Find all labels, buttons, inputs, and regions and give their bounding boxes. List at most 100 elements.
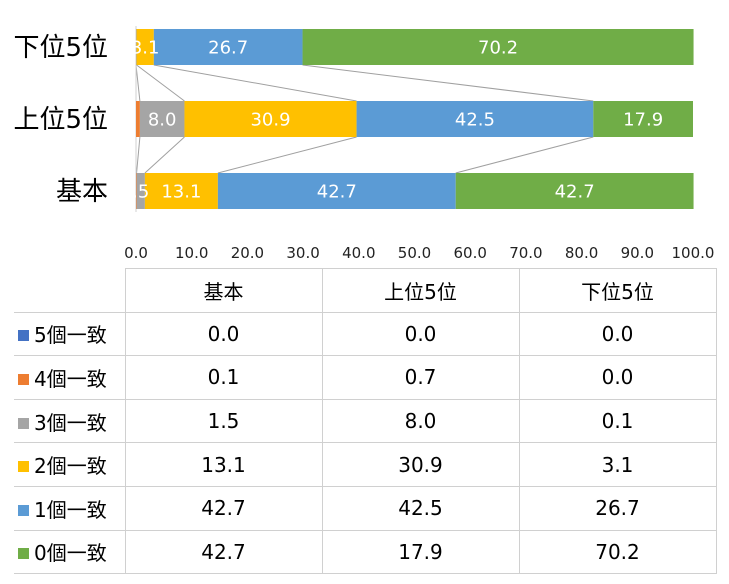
table-row: 5個一致 0.0 0.0 0.0 xyxy=(14,311,717,357)
data-table: 基本 上位5位 下位5位 5個一致 0.0 0.0 0.0 4個一致 0.1 0… xyxy=(14,268,717,575)
data-label: 70.2 xyxy=(478,38,518,59)
bar-segment xyxy=(144,173,218,209)
table-cell: 30.9 xyxy=(321,442,520,487)
tick-label: 100.0 xyxy=(672,244,715,262)
table-cell: 1.5 xyxy=(124,398,323,444)
legend-key-icon xyxy=(18,373,29,385)
series-line xyxy=(217,136,357,174)
bar-segment xyxy=(302,29,694,65)
bar-segment xyxy=(139,101,185,137)
row-label: 0個一致 xyxy=(34,541,107,566)
bar-segment xyxy=(136,101,140,137)
table-corner-cell xyxy=(14,268,126,313)
x-axis-tick-labels: 0.0 10.0 20.0 30.0 40.0 50.0 60.0 70.0 80.0 90.0 1… xyxy=(124,244,714,262)
table-cell: 0.0 xyxy=(518,311,717,357)
row-label: 2個一致 xyxy=(34,454,107,479)
data-label: 42.5 xyxy=(455,110,495,131)
category-label: 下位5位 xyxy=(13,33,108,63)
series-line xyxy=(153,64,357,102)
table-cell: 0.0 xyxy=(321,311,520,357)
tick-label: 10.0 xyxy=(175,244,208,262)
bar-segment xyxy=(217,173,456,209)
table-cell: 42.7 xyxy=(124,529,323,575)
row-header: 3個一致 xyxy=(14,398,126,444)
legend-key-icon xyxy=(18,330,29,342)
table-cell: 0.0 xyxy=(518,355,717,400)
segment-labels: 3.1 26.7 70.2 8.0 30.9 42.5 17.9 .5 13.1 42.7 42.7 xyxy=(131,38,663,203)
tick-label: 0.0 xyxy=(124,244,148,262)
series-line xyxy=(135,64,141,102)
column-header-bottom5: 下位5位 xyxy=(518,268,717,313)
series-line xyxy=(144,136,185,174)
table-row: 1個一致 42.7 42.5 26.7 xyxy=(14,485,717,531)
bar-segment xyxy=(356,101,594,137)
data-label: 30.9 xyxy=(250,110,290,131)
bar-segment xyxy=(136,173,137,209)
table-cell: 0.1 xyxy=(124,355,323,400)
row-header: 4個一致 xyxy=(14,355,126,400)
bar-segment xyxy=(593,101,693,137)
table-cell: 42.5 xyxy=(321,485,520,531)
bar-segment xyxy=(184,101,357,137)
row-header: 5個一致 xyxy=(14,311,126,357)
table-row: 4個一致 0.1 0.7 0.0 xyxy=(14,355,717,400)
bar-segment xyxy=(136,29,137,65)
table-cell: 8.0 xyxy=(321,398,520,444)
series-line xyxy=(136,136,141,174)
bar-segment xyxy=(136,29,154,65)
row-header: 0個一致 xyxy=(14,529,126,575)
category-label: 上位5位 xyxy=(13,105,108,135)
bar-group xyxy=(136,29,694,209)
data-label: 3.1 xyxy=(131,38,160,59)
legend-key-icon xyxy=(18,548,29,560)
legend-key-icon xyxy=(18,461,29,473)
table-cell: 0.0 xyxy=(124,311,323,357)
series-line xyxy=(302,64,594,102)
bar-segment xyxy=(153,29,303,65)
tick-label: 20.0 xyxy=(231,244,264,262)
tick-label: 70.0 xyxy=(509,244,542,262)
data-label: 42.7 xyxy=(555,182,595,203)
column-header-top5: 上位5位 xyxy=(321,268,520,313)
bar-segment xyxy=(136,173,145,209)
table-row: 0個一致 42.7 17.9 70.2 xyxy=(14,529,717,575)
table-cell: 26.7 xyxy=(518,485,717,531)
table-header-row: 基本 上位5位 下位5位 xyxy=(14,268,717,313)
table-cell: 3.1 xyxy=(518,442,717,487)
tick-label: 60.0 xyxy=(453,244,486,262)
row-label: 1個一致 xyxy=(34,497,107,522)
legend-key-icon xyxy=(18,417,29,429)
data-label: 17.9 xyxy=(623,110,663,131)
column-header-basic: 基本 xyxy=(124,268,323,313)
row-header: 2個一致 xyxy=(14,442,126,487)
table-cell: 42.7 xyxy=(124,485,323,531)
data-label: 26.7 xyxy=(208,38,248,59)
data-label: 8.0 xyxy=(148,110,177,131)
tick-label: 80.0 xyxy=(565,244,598,262)
table-cell: 13.1 xyxy=(124,442,323,487)
category-label: 基本 xyxy=(56,177,108,207)
table-cell: 0.1 xyxy=(518,398,717,444)
table-cell: 0.7 xyxy=(321,355,520,400)
series-line xyxy=(455,136,594,174)
tick-label: 50.0 xyxy=(398,244,431,262)
row-label: 3個一致 xyxy=(34,410,107,435)
tick-label: 90.0 xyxy=(621,244,654,262)
stacked-bar-chart: 3.1 26.7 70.2 8.0 30.9 42.5 17.9 .5 13.1 42.7 42.7… xyxy=(13,26,714,262)
legend-key-icon xyxy=(18,504,29,516)
tick-label: 30.0 xyxy=(286,244,319,262)
data-label: 42.7 xyxy=(317,182,357,203)
row-label: 5個一致 xyxy=(34,323,107,348)
data-label: .5 xyxy=(132,182,149,203)
tick-label: 40.0 xyxy=(342,244,375,262)
data-label: 13.1 xyxy=(161,182,201,203)
series-line xyxy=(136,64,185,102)
bar-segment xyxy=(455,173,694,209)
table-row: 2個一致 13.1 30.9 3.1 xyxy=(14,442,717,487)
row-header: 1個一致 xyxy=(14,485,126,531)
row-label: 4個一致 xyxy=(34,366,107,391)
table-row: 3個一致 1.5 8.0 0.1 xyxy=(14,398,717,444)
table-cell: 17.9 xyxy=(321,529,520,575)
table-cell: 70.2 xyxy=(518,529,717,575)
